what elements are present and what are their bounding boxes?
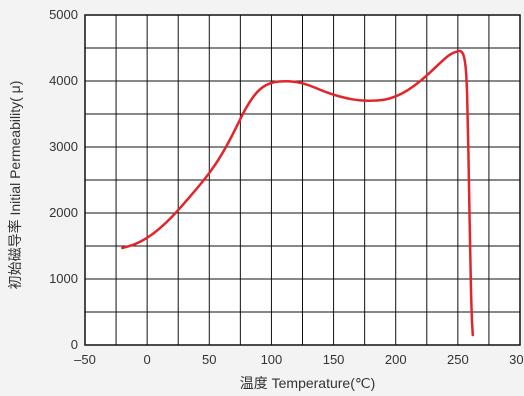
x-tick-label: 250 <box>447 352 469 367</box>
y-axis-label: 初始磁导率 Initial Permeability( μ) <box>7 81 23 290</box>
x-tick-label: 0 <box>144 352 151 367</box>
x-tick-label: 200 <box>385 352 407 367</box>
plot-frame <box>84 14 521 346</box>
x-tick-label: 300 <box>509 352 524 367</box>
y-tick-label: 4000 <box>49 73 78 88</box>
x-tick-label: 100 <box>261 352 283 367</box>
y-axis-ticks: 0 1000 2000 3000 4000 5000 <box>49 7 78 352</box>
y-tick-label: 1000 <box>49 271 78 286</box>
y-tick-label: 0 <box>71 337 78 352</box>
x-axis-ticks: –50 0 50 100 150 200 250 300 <box>74 352 524 367</box>
x-tick-label: 50 <box>202 352 216 367</box>
x-axis-label: 温度 Temperature(℃) <box>240 375 376 391</box>
permeability-curve <box>121 49 475 337</box>
y-tick-label: 5000 <box>49 7 78 22</box>
y-tick-label: 2000 <box>49 205 78 220</box>
x-tick-label: –50 <box>74 352 96 367</box>
y-tick-label: 3000 <box>49 139 78 154</box>
x-tick-label: 150 <box>323 352 345 367</box>
